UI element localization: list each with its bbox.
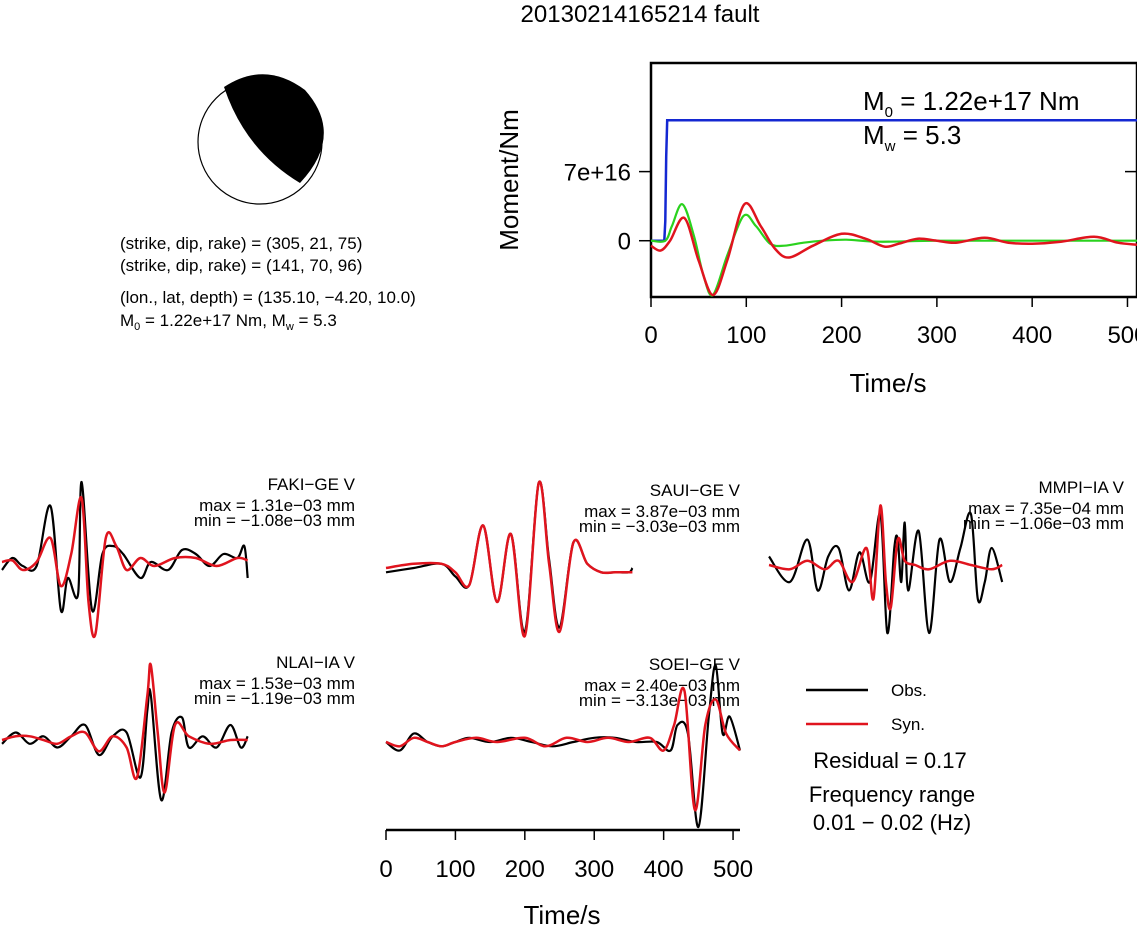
focal-mechanism-beachball — [197, 74, 324, 205]
moment-xlabel: Time/s — [849, 368, 926, 398]
figure-title: 20130214165214 fault — [521, 1, 760, 28]
moment-ytick-label: 7e+16 — [564, 160, 631, 187]
stf-green-line — [650, 203, 1137, 297]
residual-text: Residual = 0.17 — [813, 748, 967, 773]
waveform-xtick-label: 100 — [435, 856, 475, 883]
moment-xtick-label: 100 — [726, 322, 766, 349]
waveform-xtick-label: 400 — [644, 856, 684, 883]
moment-annotation-mw: Mw = 5.3 — [863, 120, 961, 155]
station-min: min = −1.08e−03 mm — [194, 511, 355, 530]
synthetic-waveform — [1, 662, 248, 794]
station-min: min = −3.13e−03 mm — [579, 691, 740, 710]
synthetic-waveform — [385, 480, 633, 638]
moment-summary: M0 = 1.22e+17 Nm, Mw = 5.3 — [120, 311, 337, 333]
moment-ylabel: Moment/Nm — [494, 109, 524, 251]
mw-subscript: w — [884, 138, 896, 155]
frequency-range-value: 0.01 − 0.02 (Hz) — [813, 810, 971, 835]
observed-waveform — [768, 511, 1004, 635]
waveform-xtick-label: 300 — [574, 856, 614, 883]
legend-syn-label: Syn. — [891, 715, 925, 734]
moment-plot: 0 7e+16 0 100 200 300 400 500 — [564, 119, 1137, 349]
moment-summary-m0-sym: M — [120, 311, 134, 330]
waveform-xlabel: Time/s — [523, 900, 600, 926]
nodal-plane-2: (strike, dip, rake) = (141, 70, 96) — [120, 256, 362, 275]
station-max: max = 7.35e−04 mm — [968, 499, 1124, 518]
station-min: min = −1.19e−03 mm — [194, 689, 355, 708]
moment-annotation-m0: M0 = 1.22e+17 Nm — [863, 86, 1079, 121]
mw-value: = 5.3 — [896, 120, 962, 150]
synthetic-waveform — [768, 504, 1003, 611]
station-label: NLAI−IA V — [276, 653, 356, 672]
legend: Obs. Syn. — [806, 681, 927, 734]
moment-xtick-label: 300 — [917, 322, 957, 349]
waveform-time-ticks: 0 100 200 300 400 500 — [379, 830, 753, 883]
nodal-plane-1: (strike, dip, rake) = (305, 21, 75) — [120, 234, 362, 253]
moment-xtick-label: 200 — [822, 322, 862, 349]
synthetic-waveform — [385, 686, 741, 812]
station-max: max = 1.53e−03 mm — [199, 674, 355, 693]
waveform-xtick-label: 200 — [505, 856, 545, 883]
m0-value: = 1.22e+17 Nm — [893, 86, 1079, 116]
station-max: max = 1.31e−03 mm — [199, 496, 355, 515]
observed-waveform — [1, 480, 249, 614]
station-min: min = −1.06e−03 mm — [963, 514, 1124, 533]
m0-subscript: 0 — [885, 104, 893, 121]
mw-symbol: M — [863, 120, 885, 150]
stf-red-line — [650, 201, 1137, 297]
moment-plot-frame — [649, 61, 1137, 299]
m0-symbol: M — [863, 86, 885, 116]
location-line: (lon., lat, depth) = (135.10, −4.20, 10.… — [120, 288, 416, 307]
legend-obs-label: Obs. — [891, 681, 927, 700]
frequency-range-title: Frequency range — [809, 782, 975, 807]
station-label: SOEI−GE V — [649, 655, 741, 674]
waveform-xtick-label: 0 — [379, 856, 392, 883]
station-min: min = −3.03e−03 mm — [579, 517, 740, 536]
moment-summary-end: = 5.3 — [294, 311, 337, 330]
waveform-xtick-label: 500 — [713, 856, 753, 883]
moment-ytick-label: 0 — [618, 229, 631, 256]
moment-summary-mw-sub: w — [285, 321, 294, 333]
station-label: SAUI−GE V — [650, 481, 741, 500]
moment-summary-mid: = 1.22e+17 Nm, M — [140, 311, 286, 330]
station-max: max = 2.40e−03 mm — [584, 676, 740, 695]
station-label: MMPI−IA V — [1039, 478, 1125, 497]
station-max: max = 3.87e−03 mm — [584, 502, 740, 521]
moment-xtick-label: 500 — [1107, 322, 1137, 349]
moment-xtick-label: 400 — [1012, 322, 1052, 349]
station-label: FAKI−GE V — [268, 475, 356, 494]
moment-summary-m0-sub: 0 — [134, 321, 140, 333]
moment-xtick-label: 0 — [644, 322, 657, 349]
synthetic-waveform — [1, 496, 249, 638]
